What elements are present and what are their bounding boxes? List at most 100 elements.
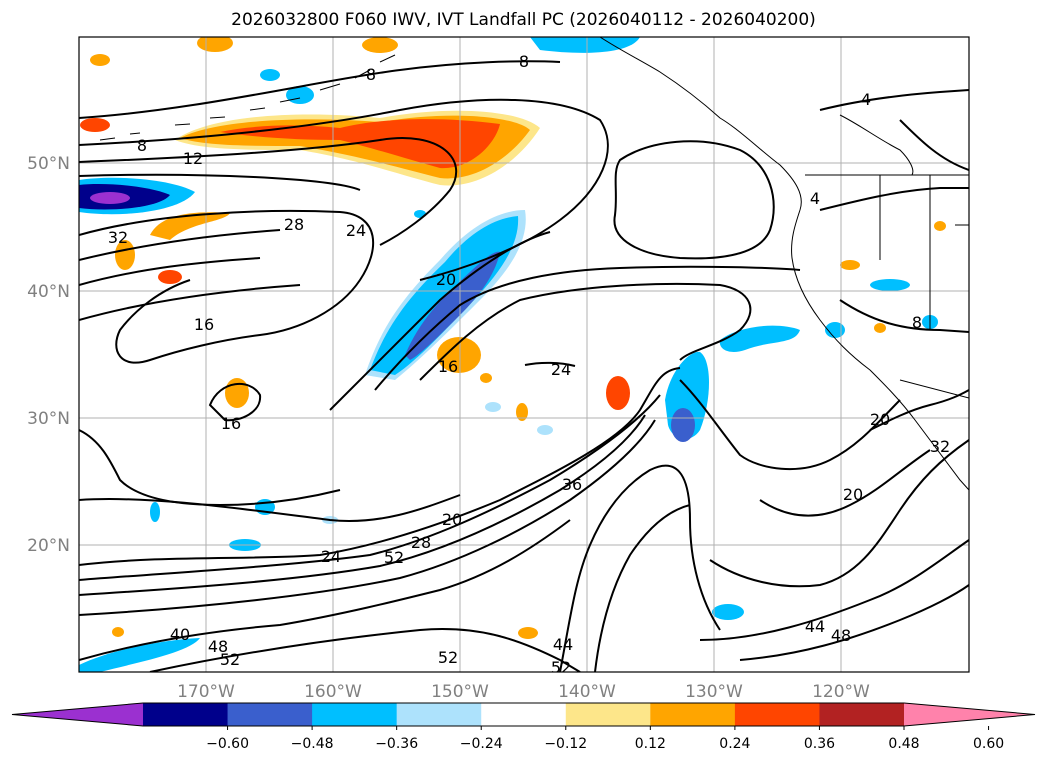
anomaly-spot [112, 627, 124, 637]
anomaly-spot [150, 212, 230, 240]
colorbar-tick-label: 0.60 [973, 736, 1004, 752]
lon-label: 150°W [431, 682, 489, 702]
contour-label: 24 [551, 360, 571, 379]
contour-line [699, 539, 969, 641]
contour-line [79, 137, 457, 246]
us-state-border [879, 175, 969, 330]
colorbar-segment [565, 703, 651, 726]
contour-line [79, 60, 561, 119]
lon-label: 170°W [177, 682, 235, 702]
colorbar-tick-label: 0.36 [804, 736, 835, 752]
lon-label: 120°W [812, 682, 870, 702]
anomaly-spot [90, 192, 130, 204]
colorbar-segment [143, 703, 229, 726]
contour-line [559, 464, 721, 672]
colorbar-tick-label: 0.48 [888, 736, 919, 752]
anomaly-spot [80, 118, 110, 132]
contour-label: 8 [912, 313, 922, 332]
contour-label: 4 [861, 90, 871, 109]
anomaly-spot [934, 221, 946, 231]
colorbar-extend-high [904, 703, 1035, 726]
contour-label: 44 [805, 617, 825, 636]
anomaly-spot [671, 408, 695, 442]
anomaly-spot [115, 240, 135, 270]
anomaly-spot [840, 260, 860, 270]
contour-label: 16 [438, 357, 458, 376]
contour-line [759, 449, 931, 517]
colorbar-tick-label: −0.12 [544, 736, 587, 752]
contour-label: 8 [519, 52, 529, 71]
contour-line [419, 282, 752, 381]
anomaly-spot [90, 54, 110, 66]
anomaly-spot [485, 402, 501, 412]
contour-label: 12 [183, 149, 203, 168]
contour-line [819, 187, 969, 211]
contour-line [594, 504, 691, 672]
colorbar-tick-label: 0.24 [719, 736, 750, 752]
latitude-labels: 50°N 40°N 30°N 20°N [27, 154, 70, 556]
contour-label: 52 [220, 650, 240, 669]
colorbar-segment [734, 703, 820, 726]
colorbar-tick-label: −0.24 [460, 736, 503, 752]
contour-label: 8 [137, 136, 147, 155]
contour-line [374, 265, 801, 391]
negative-anomaly-southwest [79, 638, 200, 672]
colorbar: −0.60 −0.48 −0.36 −0.24 −0.12 0.12 0.24 0.36 0.4… [11, 702, 1036, 752]
contour-label: 24 [321, 547, 341, 566]
contour-label: 40 [170, 625, 190, 644]
anomaly-spot [537, 425, 553, 435]
contour-line [679, 379, 901, 471]
lat-label: 50°N [27, 154, 70, 174]
contour-label: 20 [843, 485, 863, 504]
contour-label: 28 [284, 215, 304, 234]
anomaly-spot [437, 337, 481, 373]
anomaly-spot [870, 279, 910, 291]
contour-line [79, 209, 374, 364]
contour-line [79, 519, 571, 661]
colorbar-segment [819, 703, 905, 726]
lat-label: 40°N [27, 282, 70, 302]
contour-label: 48 [831, 626, 851, 645]
negative-anomaly-north [530, 37, 640, 53]
colorbar-segment [227, 703, 313, 726]
colorbar-outline [11, 702, 1036, 727]
anomaly-spot [712, 604, 744, 620]
lon-label: 160°W [304, 682, 362, 702]
colorbar-segment [481, 703, 567, 726]
negative-anomaly-east [719, 325, 800, 352]
contour-line [79, 173, 361, 191]
anomaly-spot [516, 403, 528, 421]
contour-line [613, 140, 775, 260]
colorbar-segment [396, 703, 482, 726]
contour-line [329, 231, 551, 411]
contour-label: 24 [346, 221, 366, 240]
lat-label: 20°N [27, 536, 70, 556]
contour-line [899, 119, 969, 171]
contour-label: 20 [442, 510, 462, 529]
contour-line [524, 361, 576, 367]
contour-line [79, 494, 461, 522]
contour-line [149, 628, 581, 672]
map-frame [78, 36, 970, 673]
west-coast [791, 209, 969, 491]
contour-label: 52 [551, 658, 571, 677]
lat-label: 30°N [27, 409, 70, 429]
colorbar-tick-label: −0.48 [291, 736, 334, 752]
contour-line [839, 299, 969, 333]
contour-label: 20 [436, 270, 456, 289]
colorbar-tick-label: −0.36 [375, 736, 418, 752]
anomaly-spot [260, 69, 280, 81]
contour-line [709, 439, 969, 588]
anomaly-spot [362, 37, 398, 53]
colorbar-segment [650, 703, 736, 726]
map-content: 8 8 4 12 28 24 32 4 8 20 16 16 16 24 20 … [79, 37, 969, 677]
contour-label: 52 [384, 548, 404, 567]
contour-label: 16 [221, 414, 241, 433]
contour-label: 4 [810, 189, 820, 208]
aleutian-islands [99, 54, 396, 141]
contour-line [79, 229, 281, 261]
contour-lines [79, 60, 969, 672]
anomaly-spot [150, 502, 160, 522]
